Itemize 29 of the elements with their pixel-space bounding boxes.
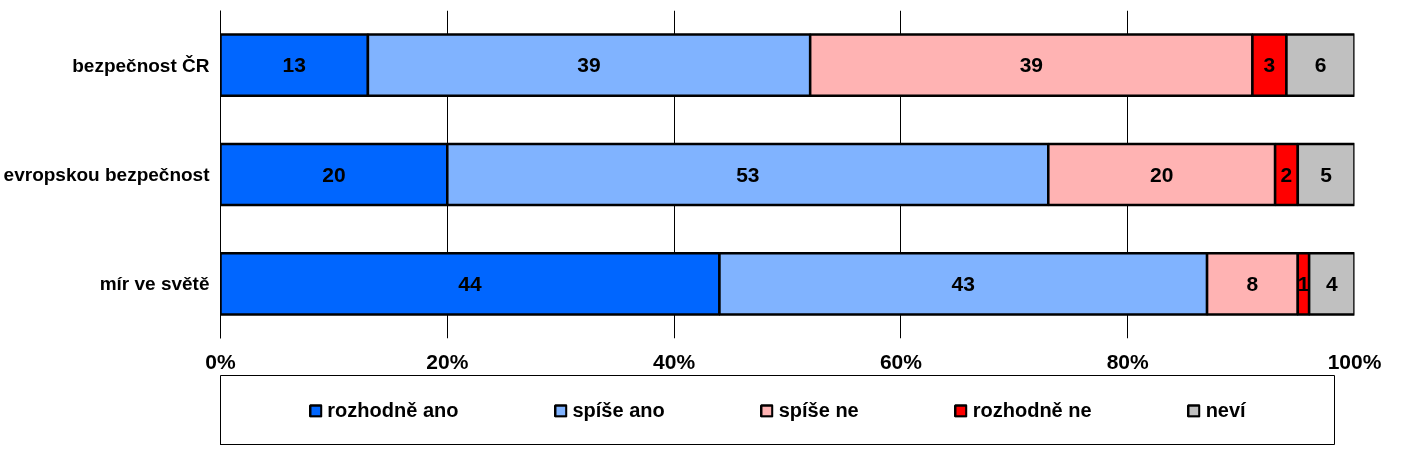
legend-label: rozhodně ano (327, 398, 459, 422)
data-label: 43 (951, 271, 975, 295)
legend-label: neví (1205, 398, 1246, 422)
x-tick-label: 80% (1106, 349, 1150, 373)
data-label: 3 (1263, 53, 1276, 77)
x-tick-label: 20% (426, 349, 469, 373)
x-tick-label: 40% (653, 349, 696, 373)
data-label: 2 (1280, 162, 1293, 186)
y-tick-label: mír ve světě (99, 273, 210, 295)
data-label: 20 (1150, 162, 1174, 186)
data-label: 13 (282, 53, 306, 77)
y-tick-label: bezpečnost ČR (72, 54, 210, 76)
x-tick-label: 0% (205, 349, 236, 373)
x-tick-label: 60% (879, 349, 923, 373)
data-label: 1 (1297, 271, 1310, 295)
x-tick-label: 100% (1327, 349, 1382, 373)
data-label: 39 (1019, 53, 1043, 77)
data-label: 8 (1246, 271, 1259, 295)
legend-label: spíše ano (572, 398, 665, 422)
data-label: 5 (1320, 162, 1333, 186)
y-tick-label: evropskou bezpečnost (3, 164, 211, 185)
data-label: 39 (577, 53, 601, 77)
data-label: 20 (322, 162, 346, 186)
data-label: 6 (1314, 53, 1327, 77)
data-label: 4 (1325, 271, 1338, 295)
legend-label: rozhodně ne (972, 398, 1092, 422)
legend-label: spíše ne (778, 398, 859, 422)
data-label: 44 (458, 271, 482, 295)
data-label: 53 (736, 162, 760, 186)
